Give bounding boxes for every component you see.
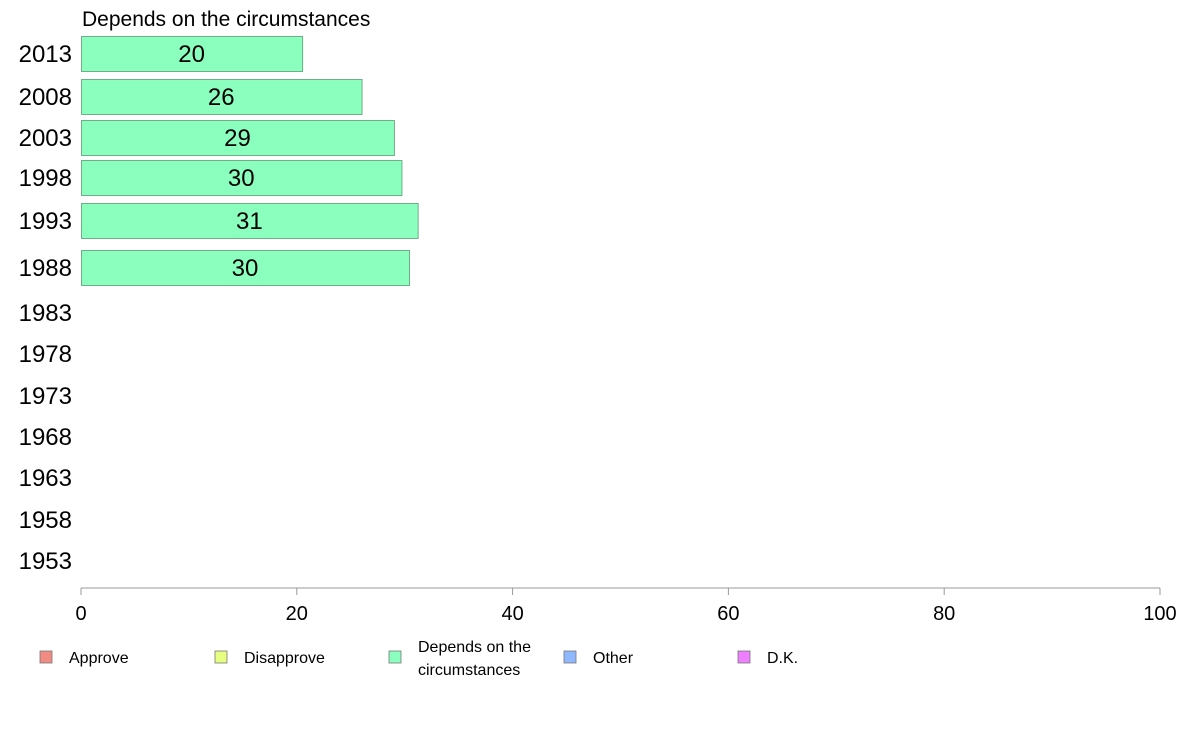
bar <box>81 250 410 286</box>
year-label: 1973 <box>19 383 72 410</box>
year-label: 1958 <box>19 507 72 534</box>
bar <box>81 160 403 196</box>
year-label: 1983 <box>19 300 72 327</box>
bar-value-label: 30 <box>228 165 255 192</box>
bar <box>81 79 363 115</box>
year-label: 2008 <box>19 84 72 111</box>
year-label: 1953 <box>19 548 72 575</box>
bar-value-label: 26 <box>208 84 235 111</box>
legend-label: Other <box>593 650 634 667</box>
legend-swatch <box>39 650 53 664</box>
legend-label: Approve <box>69 650 129 667</box>
legend-swatch <box>214 650 228 664</box>
chart-title: Depends on the circumstances <box>82 8 370 31</box>
x-tick-label: 60 <box>717 603 739 625</box>
x-tick-label: 0 <box>75 603 86 625</box>
bar-value-label: 20 <box>178 41 205 68</box>
year-labels: 2013 2008 2003 1998 1993 1988 1983 1978 1973 1968… <box>19 41 72 575</box>
bar <box>81 36 304 72</box>
x-tick-label: 80 <box>933 603 955 625</box>
x-tick-label: 20 <box>286 603 308 625</box>
year-label: 2013 <box>19 41 72 68</box>
legend-label: Depends on the circumstances <box>418 639 531 679</box>
legend-label: D.K. <box>767 650 798 667</box>
bar-value-label: 30 <box>232 255 259 282</box>
x-tick-label: 100 <box>1143 603 1176 625</box>
x-tick-label: 40 <box>501 603 523 625</box>
bar-value-label: 29 <box>224 125 251 152</box>
year-label: 1993 <box>19 208 72 235</box>
bar <box>81 120 395 156</box>
year-label: 1968 <box>19 424 72 451</box>
legend-swatch <box>737 650 751 664</box>
year-label: 1998 <box>19 165 72 192</box>
x-axis: 0 20 40 60 80 100 <box>75 587 1177 625</box>
bar <box>81 203 419 239</box>
legend-swatch <box>563 650 577 664</box>
legend: Approve Disapprove Depends on the circumsta… <box>39 639 798 679</box>
year-label: 1963 <box>19 465 72 492</box>
year-label: 1988 <box>19 255 72 282</box>
bar-value-label: 31 <box>236 208 263 235</box>
legend-label: Disapprove <box>244 650 325 667</box>
legend-swatch <box>388 650 402 664</box>
year-label: 1978 <box>19 341 72 368</box>
year-label: 2003 <box>19 125 72 152</box>
